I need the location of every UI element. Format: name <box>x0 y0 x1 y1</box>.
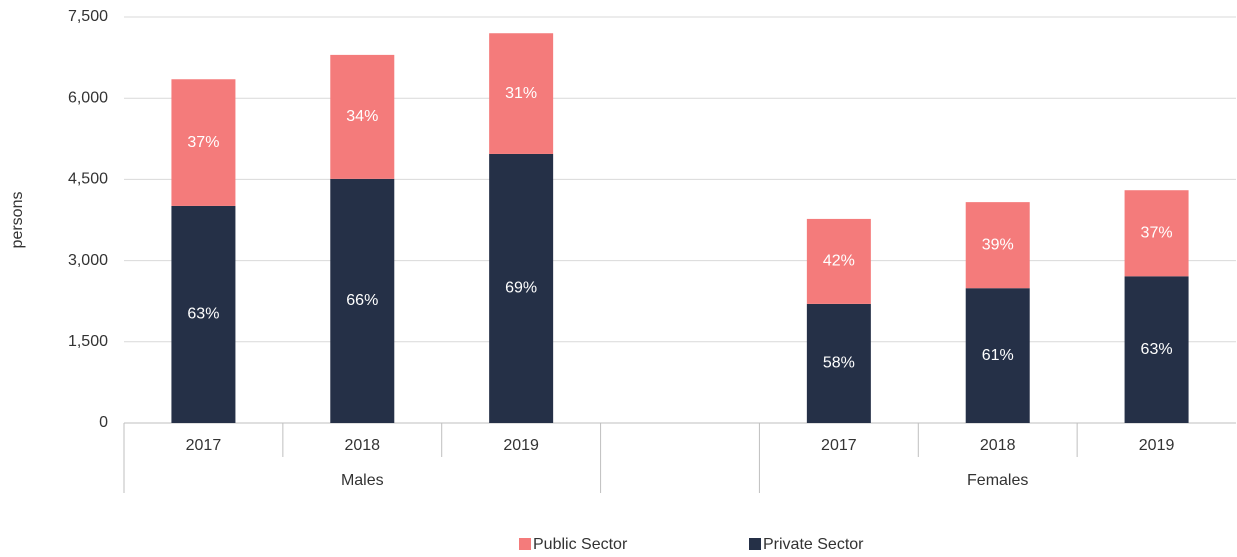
bar-segment <box>806 218 871 304</box>
y-tick-label: 7,500 <box>68 8 108 25</box>
legend-swatch <box>749 538 761 550</box>
legend-swatch <box>519 538 531 550</box>
bar-segment <box>171 205 236 423</box>
y-axis-label: persons <box>9 192 26 249</box>
bar-segment <box>965 288 1030 423</box>
bar-segment <box>1124 190 1189 277</box>
data-label: 61% <box>982 347 1014 364</box>
data-label: 58% <box>823 355 855 372</box>
x-tick-label: 2019 <box>1139 437 1175 454</box>
bar-segment <box>489 153 554 423</box>
y-tick-label: 0 <box>99 414 108 431</box>
legend-label: Public Sector <box>533 536 628 553</box>
group-label: Females <box>967 472 1028 489</box>
y-tick-label: 4,500 <box>68 171 108 188</box>
data-label: 31% <box>505 85 537 102</box>
y-tick-label: 1,500 <box>68 333 108 350</box>
bar-segment <box>171 79 236 206</box>
data-label: 39% <box>982 236 1014 253</box>
x-tick-label: 2017 <box>186 437 222 454</box>
bar-segment <box>806 303 871 423</box>
x-tick-label: 2018 <box>344 437 380 454</box>
y-tick-label: 3,000 <box>68 252 108 269</box>
y-tick-label: 6,000 <box>68 89 108 106</box>
data-label: 69% <box>505 280 537 297</box>
data-label: 37% <box>1141 224 1173 241</box>
data-label: 42% <box>823 253 855 270</box>
data-label: 37% <box>187 134 219 151</box>
bar-segment <box>330 54 395 179</box>
bar-segment <box>1124 276 1189 423</box>
bar-segment <box>330 178 395 423</box>
group-label: Males <box>341 472 384 489</box>
x-tick-label: 2017 <box>821 437 857 454</box>
bar-segment <box>965 202 1030 289</box>
legend-label: Private Sector <box>763 536 864 553</box>
bar-segment <box>489 33 554 154</box>
x-tick-label: 2018 <box>980 437 1016 454</box>
data-label: 34% <box>346 108 378 125</box>
data-label: 63% <box>1141 341 1173 358</box>
data-label: 66% <box>346 292 378 309</box>
x-tick-label: 2019 <box>503 437 539 454</box>
data-label: 63% <box>187 306 219 323</box>
